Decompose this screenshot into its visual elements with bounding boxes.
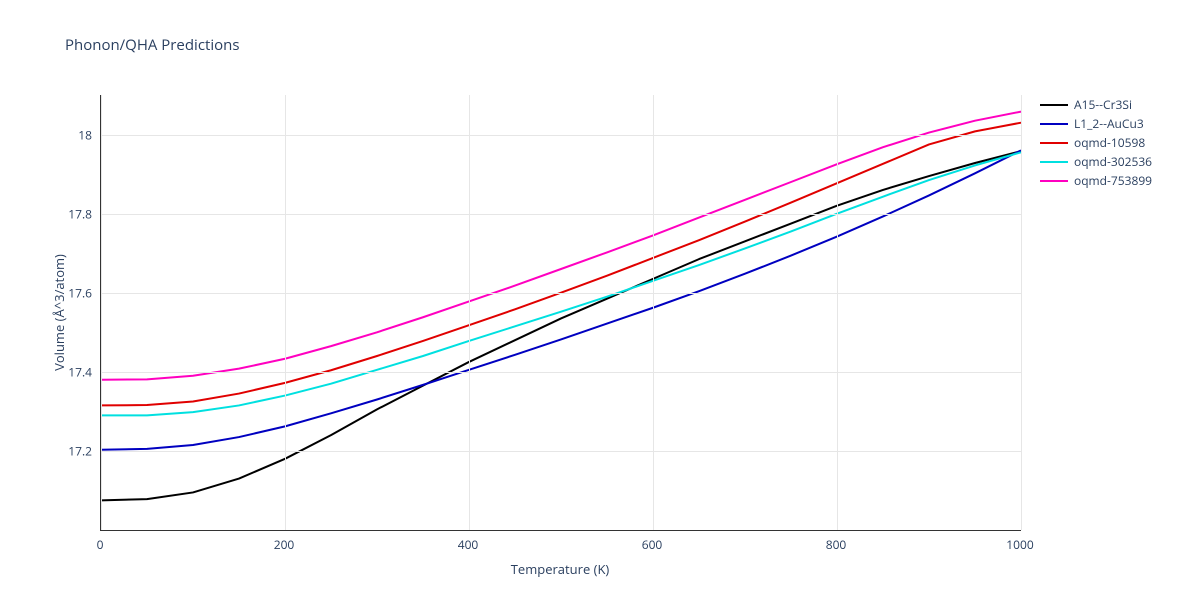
grid-vertical <box>1021 95 1022 530</box>
x-tick-label: 600 <box>642 536 663 553</box>
legend-label: oqmd-753899 <box>1074 172 1152 189</box>
legend-swatch <box>1040 142 1068 144</box>
y-tick-label: 17.8 <box>68 205 92 222</box>
grid-vertical <box>837 95 838 530</box>
x-tick-label: 200 <box>274 536 295 553</box>
grid-vertical <box>653 95 654 530</box>
legend-item[interactable]: oqmd-753899 <box>1040 171 1152 190</box>
y-tick-label: 18 <box>78 126 92 143</box>
x-tick-label: 400 <box>458 536 479 553</box>
y-axis-label: Volume (Å^3/atom) <box>50 95 68 530</box>
grid-vertical <box>101 95 102 530</box>
y-tick-label: 17.2 <box>68 442 92 459</box>
plot-area <box>100 95 1021 531</box>
legend-item[interactable]: L1_2--AuCu3 <box>1040 114 1152 133</box>
chart-lines <box>101 95 1021 530</box>
y-tick-label: 17.6 <box>68 284 92 301</box>
legend-item[interactable]: oqmd-302536 <box>1040 152 1152 171</box>
grid-horizontal <box>101 214 1021 215</box>
grid-vertical <box>469 95 470 530</box>
legend-label: A15--Cr3Si <box>1074 96 1132 113</box>
chart-container: Phonon/QHA Predictions Temperature (K) V… <box>0 0 1200 600</box>
x-tick-label: 1000 <box>1006 536 1033 553</box>
x-axis-label: Temperature (K) <box>511 560 610 578</box>
grid-horizontal <box>101 135 1021 136</box>
grid-horizontal <box>101 451 1021 452</box>
chart-title: Phonon/QHA Predictions <box>65 35 240 55</box>
series-line <box>101 123 1021 406</box>
legend-label: oqmd-10598 <box>1074 134 1145 151</box>
legend-label: oqmd-302536 <box>1074 153 1152 170</box>
legend-swatch <box>1040 161 1068 163</box>
series-line <box>101 152 1021 415</box>
legend-swatch <box>1040 104 1068 106</box>
series-line <box>101 151 1021 500</box>
x-tick-label: 0 <box>97 536 104 553</box>
legend: A15--Cr3Si L1_2--AuCu3 oqmd-10598 oqmd-3025… <box>1040 95 1152 190</box>
grid-horizontal <box>101 372 1021 373</box>
legend-item[interactable]: oqmd-10598 <box>1040 133 1152 152</box>
legend-swatch <box>1040 123 1068 125</box>
legend-swatch <box>1040 180 1068 182</box>
grid-horizontal <box>101 293 1021 294</box>
grid-vertical <box>285 95 286 530</box>
legend-label: L1_2--AuCu3 <box>1074 115 1144 132</box>
x-tick-label: 800 <box>826 536 847 553</box>
y-tick-label: 17.4 <box>68 363 92 380</box>
legend-item[interactable]: A15--Cr3Si <box>1040 95 1152 114</box>
